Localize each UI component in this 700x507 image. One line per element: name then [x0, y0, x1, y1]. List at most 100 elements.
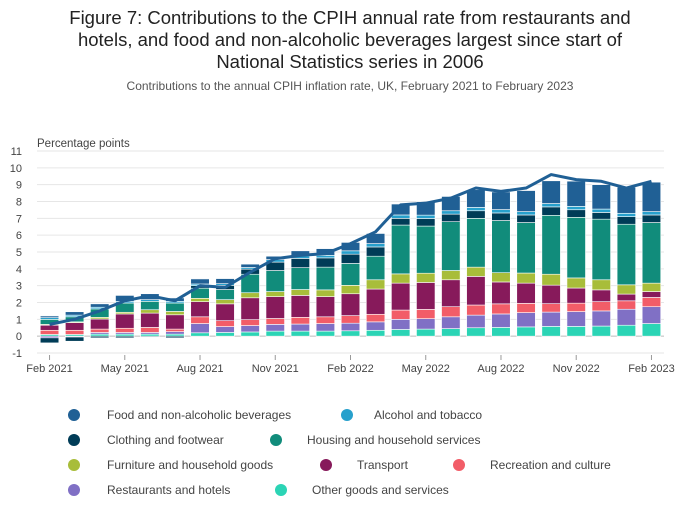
bar-segment — [616, 186, 636, 214]
bar-segment — [65, 311, 85, 316]
bar-segment — [90, 303, 110, 308]
legend-label: Other goods and services — [312, 483, 449, 497]
bar-segment — [215, 303, 235, 321]
chart-title-line-1: Figure 7: Contributions to the CPIH annu… — [69, 7, 630, 28]
bar-segment — [441, 210, 461, 215]
bar-segment — [466, 327, 486, 337]
x-tick-label: May 2022 — [402, 363, 450, 375]
bar-segment — [641, 306, 662, 324]
bar-segment — [265, 270, 285, 292]
bar-segment — [366, 233, 386, 244]
bar-segment — [641, 297, 662, 308]
bar-segment — [641, 211, 662, 216]
bar-segment — [441, 221, 461, 271]
legend-label: Food and non-alcoholic beverages — [107, 408, 291, 422]
bar-segment — [215, 332, 235, 337]
bar-segment — [491, 220, 511, 274]
y-tick-label: 5 — [16, 247, 22, 259]
bar-segment — [541, 180, 561, 204]
bar-segment — [115, 327, 135, 333]
bar-segment — [240, 319, 260, 326]
bar-segment — [240, 292, 260, 299]
legend-marker — [68, 409, 80, 421]
x-tick-label: Feb 2023 — [628, 363, 674, 375]
legend-marker — [68, 459, 80, 471]
bar-segment — [140, 312, 160, 328]
x-tick-label: Nov 2022 — [553, 363, 600, 375]
bar-segment — [90, 333, 110, 337]
x-tick-label: Aug 2022 — [477, 363, 524, 375]
bar-segment — [591, 212, 611, 220]
bar-segment — [566, 217, 586, 279]
bar-segment — [140, 333, 160, 337]
bar-segment — [265, 291, 285, 297]
bar-segment — [190, 316, 210, 324]
bar-segment — [240, 263, 260, 268]
bar-segment — [466, 210, 486, 219]
bar-segment — [491, 212, 511, 221]
bar-segment — [441, 213, 461, 222]
bar-segment — [466, 314, 486, 329]
bar-segment — [165, 333, 185, 337]
bar-segment — [541, 206, 561, 216]
bar-segment — [39, 324, 60, 331]
bar-segment — [441, 328, 461, 337]
legend-label: Housing and household services — [307, 433, 480, 447]
bar-segment — [340, 263, 361, 286]
y-tick-label: -1 — [12, 348, 22, 360]
bar-segment — [215, 326, 235, 333]
bar-segment — [265, 330, 285, 337]
bar-segment — [366, 288, 386, 315]
legend-marker — [275, 484, 287, 496]
bar-segment — [315, 289, 335, 297]
bar-segment — [466, 304, 486, 316]
legend-marker — [270, 434, 282, 446]
bar-segment — [516, 272, 536, 284]
legend: Food and non-alcoholic beverages Alcohol … — [68, 408, 611, 497]
bar-segment — [391, 224, 411, 275]
bar-segment — [516, 326, 536, 337]
y-tick-label: 8 — [16, 197, 22, 209]
bar-segment — [641, 323, 662, 337]
bar-segment — [366, 279, 386, 290]
bar-segment — [315, 257, 335, 268]
bar-segment — [215, 299, 235, 305]
bar-segment — [516, 190, 536, 212]
bar-segment — [90, 335, 110, 339]
bar-segment — [315, 323, 335, 332]
bar-segment — [115, 335, 135, 339]
bar-segment — [290, 330, 310, 337]
bar-segment — [541, 326, 561, 337]
bar-segment — [591, 184, 611, 210]
bar-segment — [616, 293, 636, 302]
bar-segment — [616, 223, 636, 286]
bar-segment — [566, 277, 586, 289]
bar-segment — [366, 329, 386, 337]
bar-segment — [416, 328, 436, 337]
bar-segment — [591, 279, 611, 291]
y-tick-label: 1 — [16, 314, 22, 326]
y-tick-label: 6 — [16, 230, 22, 242]
bar-segment — [315, 330, 335, 337]
legend-label: Transport — [357, 458, 409, 472]
bar-segment — [140, 335, 160, 338]
bar-segment — [240, 297, 260, 320]
stacked-bars — [39, 180, 662, 344]
bar-segment — [616, 212, 636, 217]
bar-segment — [391, 273, 411, 284]
bar-segment — [265, 318, 285, 325]
bar-segment — [641, 291, 662, 298]
legend-label: Restaurants and hotels — [107, 483, 230, 497]
bar-segment — [641, 214, 662, 223]
bar-segment — [491, 327, 511, 337]
bar-segment — [491, 303, 511, 315]
bar-segment — [190, 332, 210, 337]
bar-segment — [165, 314, 185, 330]
bar-segment — [115, 313, 135, 329]
bar-segment — [616, 308, 636, 326]
bar-segment — [566, 206, 586, 211]
bar-segment — [65, 329, 85, 335]
bar-segment — [516, 222, 536, 274]
